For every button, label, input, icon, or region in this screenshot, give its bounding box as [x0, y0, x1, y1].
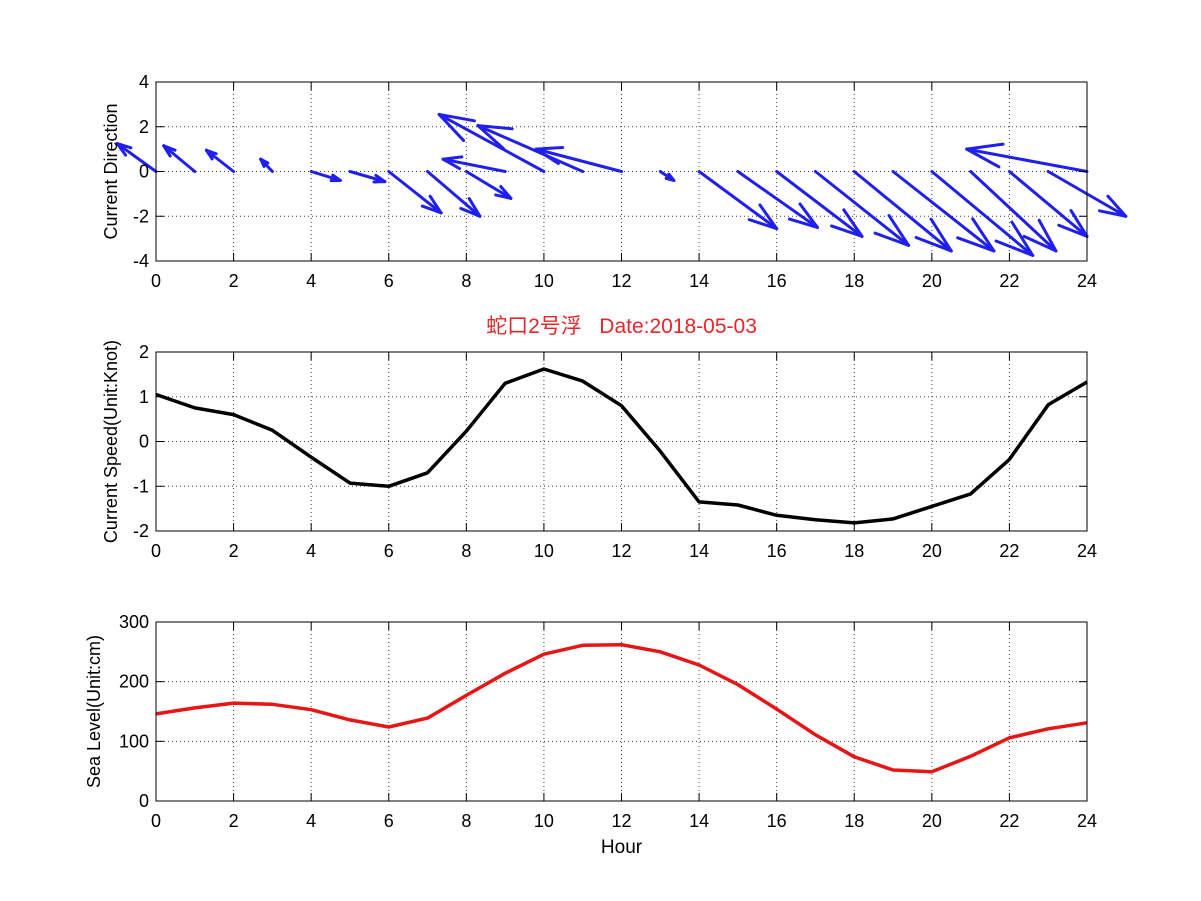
y-tick-label: -4: [133, 251, 149, 271]
direction-arrows: [115, 112, 1128, 257]
x-tick-label: 0: [151, 271, 161, 291]
x-tick-label: 4: [306, 271, 316, 291]
x-tick-label: 6: [384, 271, 394, 291]
direction-arrow: [204, 148, 236, 173]
direction-arrow: [309, 170, 342, 183]
x-tick-label: 22: [999, 541, 1019, 561]
y-tick-label: 300: [119, 612, 149, 632]
direction-arrow: [813, 170, 911, 247]
direction-arrow: [930, 170, 1035, 257]
x-tick-label: 4: [306, 811, 316, 831]
x-tick-label: 6: [384, 541, 394, 561]
direction-arrow: [437, 112, 546, 173]
sea-level-ylabel: Sea Level(Unit:cm): [84, 635, 104, 788]
direction-arrow: [969, 170, 1058, 253]
x-tick-label: 4: [306, 541, 316, 561]
x-tick-label: 24: [1077, 271, 1097, 291]
x-tick-label: 18: [844, 811, 864, 831]
x-tick-label: 0: [151, 811, 161, 831]
direction-ylabel: Current Direction: [101, 103, 121, 239]
x-tick-label: 8: [461, 811, 471, 831]
direction-arrow: [775, 170, 864, 238]
y-tick-label: -1: [133, 476, 149, 496]
speed-ylabel: Current Speed(Unit:Knot): [101, 340, 121, 543]
direction-arrow: [534, 145, 623, 173]
direction-arrow: [464, 170, 513, 200]
series-line: [155, 642, 1088, 774]
speed-line: [155, 367, 1088, 525]
x-tick-label: 20: [922, 811, 942, 831]
direction-arrow: [259, 157, 274, 173]
x-axis-label: Hour: [601, 837, 643, 858]
x-tick-label: 12: [611, 271, 631, 291]
x-tick-label: 14: [689, 271, 709, 291]
sea-level-line: [155, 642, 1088, 774]
x-tick-label: 18: [844, 271, 864, 291]
y-tick-label: 4: [139, 72, 149, 92]
x-tick-label: 22: [999, 811, 1019, 831]
x-tick-label: 14: [689, 811, 709, 831]
x-tick-label: 24: [1077, 541, 1097, 561]
direction-arrow: [476, 124, 585, 173]
x-tick-label: 16: [767, 541, 787, 561]
direction-arrow: [736, 170, 819, 229]
x-tick-label: 24: [1077, 811, 1097, 831]
x-tick-label: 14: [689, 541, 709, 561]
x-tick-label: 22: [999, 271, 1019, 291]
y-tick-label: 2: [139, 117, 149, 137]
y-tick-label: -2: [133, 206, 149, 226]
figure-title: 蛇口2号浮 Date:2018-05-03: [486, 315, 757, 338]
direction-arrow: [426, 170, 482, 218]
x-tick-label: 2: [229, 271, 239, 291]
direction-arrow: [852, 170, 953, 253]
direction-arrow: [162, 144, 197, 173]
direction-arrow: [387, 170, 443, 215]
x-tick-label: 6: [384, 811, 394, 831]
x-tick-label: 8: [461, 541, 471, 561]
direction-arrow: [115, 142, 158, 173]
direction-arrow: [348, 170, 387, 184]
y-tick-label: -2: [133, 521, 149, 541]
y-tick-label: 100: [119, 731, 149, 751]
x-tick-label: 12: [611, 541, 631, 561]
y-tick-label: 0: [139, 162, 149, 182]
direction-arrow: [1007, 170, 1089, 238]
y-tick-label: 2: [139, 342, 149, 362]
direction-arrow: [658, 170, 676, 182]
x-tick-label: 16: [767, 271, 787, 291]
x-tick-label: 20: [922, 541, 942, 561]
x-tick-label: 16: [767, 811, 787, 831]
x-tick-label: 10: [534, 271, 554, 291]
x-tick-label: 2: [229, 811, 239, 831]
x-tick-label: 12: [611, 811, 631, 831]
direction-arrow: [965, 142, 1089, 173]
y-tick-label: 1: [139, 387, 149, 407]
x-tick-label: 10: [534, 541, 554, 561]
x-tick-label: 18: [844, 541, 864, 561]
x-tick-label: 20: [922, 271, 942, 291]
x-tick-label: 8: [461, 271, 471, 291]
y-tick-label: 200: [119, 672, 149, 692]
direction-arrow: [697, 170, 779, 231]
x-tick-label: 2: [229, 541, 239, 561]
direction-arrow: [441, 155, 507, 173]
x-tick-label: 0: [151, 541, 161, 561]
direction-arrow: [891, 170, 996, 253]
series-line: [155, 367, 1088, 525]
x-tick-label: 10: [534, 811, 554, 831]
y-tick-label: 0: [139, 432, 149, 452]
y-tick-label: 0: [139, 791, 149, 811]
